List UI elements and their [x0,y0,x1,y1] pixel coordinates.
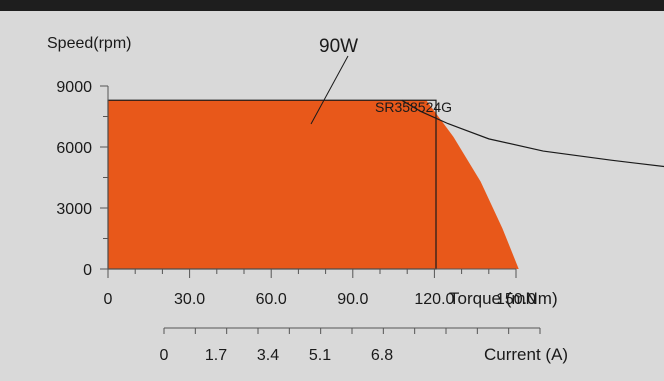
current-axis-label: Current (A) [484,345,568,364]
torque-axis-label: Torque (mNm) [449,289,558,308]
axes-layer: 0 3000 6000 9000 0 30.0 60.0 90.0 120.0 150.0 0 1.7… [56,79,541,364]
current-tick-label: 6.8 [371,347,393,364]
power-label-leader [310,55,349,125]
torque-tick-label: 30.0 [174,291,205,308]
operating-region [108,100,519,269]
speed-tick-label: 6000 [56,140,92,157]
current-tick-label: 5.1 [309,347,331,364]
torque-tick-label: 120.0 [414,291,454,308]
torque-tick-label: 0 [104,291,113,308]
torque-tick-label: 90.0 [337,291,368,308]
speed-axis-label: Speed(rpm) [47,35,131,52]
current-tick-label: 0 [160,347,169,364]
torque-tick-label: 150.0 [496,291,536,308]
top-bar [0,0,664,11]
speed-tick-label: 9000 [56,79,92,96]
power-curve-layer [310,55,664,168]
speed-tick-label: 0 [83,262,92,279]
current-tick-label: 3.4 [257,347,279,364]
model-label: SR358524G [375,99,452,115]
power-label: 90W [319,36,358,57]
current-tick-label: 1.7 [205,347,227,364]
speed-tick-label: 3000 [56,201,92,218]
power-curve-90w [401,99,664,168]
torque-tick-label: 60.0 [256,291,287,308]
